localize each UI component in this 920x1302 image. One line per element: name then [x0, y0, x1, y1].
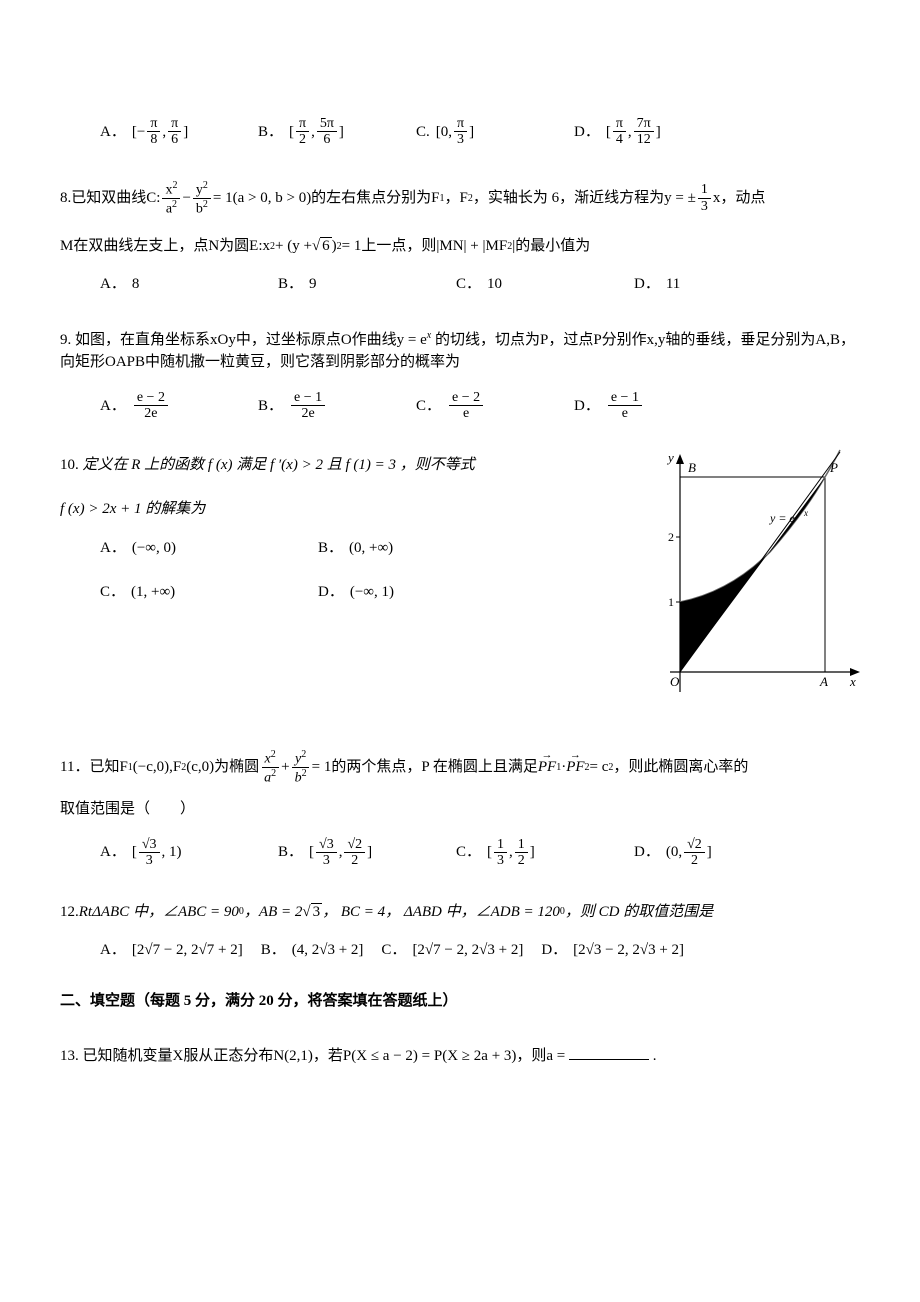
q13-num: 13. [60, 1048, 79, 1064]
q11-opt-d: D． ( 0 , √22 ] [634, 837, 794, 869]
label-y: y [666, 450, 674, 465]
q8-opt-c: C．10 [456, 273, 616, 296]
label-P: P [829, 460, 838, 475]
q12-opt-b: B．(4, 2√3 + 2] [261, 939, 364, 962]
q8-options: A．8 B．9 C．10 D．11 [100, 273, 860, 296]
label-B: B [688, 460, 696, 475]
label-x: x [849, 674, 856, 689]
q10-opt-d: D．(−∞, 1) [318, 581, 518, 604]
q8-opt-a: A．8 [100, 273, 260, 296]
q7-opt-b: B． [ π2 , 5π6 ] [258, 116, 398, 148]
q12-opt-d: D．[2√3 − 2, 2√3 + 2] [541, 939, 684, 962]
q10-opt-a: A．(−∞, 0) [100, 537, 300, 560]
label-1: 1 [668, 595, 674, 609]
q13: 13. 已知随机变量X服从正态分布N(2,1)，若P(X ≤ a − 2) = … [60, 1044, 860, 1068]
q9-opt-c: C．e − 2e [416, 390, 556, 422]
q11-options: A． [ √33 , 1 ) B． [ √33 , √22 ] C． [ 13 … [100, 837, 860, 869]
q7-options: A． [ − π8 , π6 ] B． [ π2 , 5π6 ] C. [ 0 … [100, 116, 860, 148]
q8-num: 8. [60, 187, 71, 210]
q11-opt-c: C． [ 13 , 12 ] [456, 837, 616, 869]
section-2-heading: 二、填空题（每题 5 分，满分 20 分，将答案填在答题纸上） [60, 990, 860, 1013]
label-A: A [819, 674, 828, 689]
label-O: O [670, 674, 680, 689]
q12: 12. RtΔABC 中，∠ABC = 900 ，AB = 23 ， BC = … [60, 901, 860, 924]
label-2: 2 [668, 530, 674, 544]
q7-opt-c: C. [ 0 , π3 ] [416, 116, 556, 148]
q11-line2: 取值范围是（ ） [60, 798, 860, 821]
bracket-r: ] [183, 121, 188, 144]
q12-opt-a: A．[2√7 − 2, 2√7 + 2] [100, 939, 243, 962]
q12-opt-c: C．[2√7 − 2, 2√3 + 2] [381, 939, 523, 962]
q10-opt-b: B．(0, +∞) [318, 537, 518, 560]
q8-opt-d: D．11 [634, 273, 794, 296]
q8-line2: M在双曲线左支上，点N为圆E:x2 + (y + 6 )2 = 1上一点，则|M… [60, 235, 860, 258]
q8-opt-b: B．9 [278, 273, 438, 296]
q11: 11． 已知F1 (−c,0),F2 (c,0)为椭圆 x2 a2 + y2 b… [60, 749, 860, 786]
q9-options: A．e − 22e B．e − 12e C．e − 2e D．e − 1e [100, 390, 860, 422]
q9-num: 9. [60, 332, 71, 348]
opt-label: A． [100, 121, 126, 144]
svg-text:x: x [803, 508, 808, 518]
q10-num: 10. [60, 457, 79, 473]
q9-figure: B P 2 1 O A x y y = e x [660, 442, 860, 710]
q9-opt-d: D．e − 1e [574, 390, 714, 422]
q7-opt-d: D． [ π4 , 7π12 ] [574, 116, 714, 148]
q10-options: A．(−∞, 0) B．(0, +∞) C．(1, +∞) D．(−∞, 1) [100, 537, 580, 604]
q7-opt-a: A． [ − π8 , π6 ] [100, 116, 240, 148]
q12-options: A．[2√7 − 2, 2√7 + 2] B．(4, 2√3 + 2] C．[2… [100, 939, 860, 962]
q11-opt-b: B． [ √33 , √22 ] [278, 837, 438, 869]
q8: 8. 已知双曲线C: x2 a2 − y2 b2 = 1(a > 0, b > … [60, 180, 860, 217]
q11-opt-a: A． [ √33 , 1 ) [100, 837, 260, 869]
q10-opt-c: C．(1, +∞) [100, 581, 300, 604]
q12-num: 12. [60, 901, 79, 924]
q11-num: 11． [60, 756, 89, 779]
q9-opt-a: A．e − 22e [100, 390, 240, 422]
q9-opt-b: B．e − 12e [258, 390, 398, 422]
curve-diagram: B P 2 1 O A x y y = e x [660, 442, 860, 702]
q9: 9. 如图，在直角坐标系xOy中，过坐标原点O作曲线y = ex 的切线，切点为… [60, 328, 860, 374]
q13-blank [569, 1044, 649, 1060]
curve-label: y = e [769, 511, 795, 525]
